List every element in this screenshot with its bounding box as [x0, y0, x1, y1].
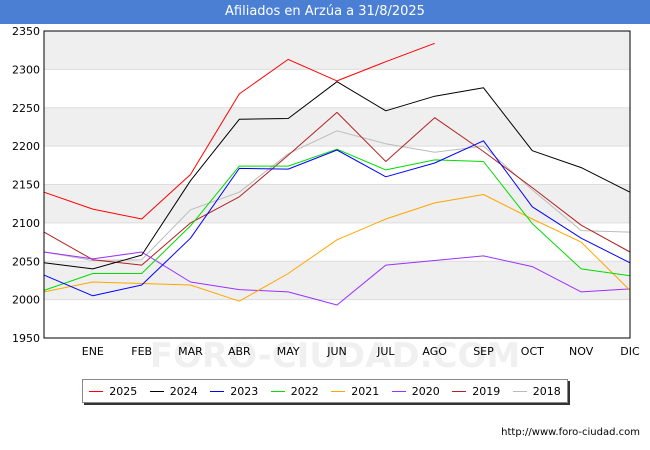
legend-swatch: [270, 390, 285, 392]
series-line-2019: [43, 111, 631, 266]
legend-swatch: [210, 390, 225, 392]
legend-swatch: [149, 390, 164, 392]
legend-item-2019: 2019: [452, 385, 500, 398]
watermark: FORO-CIUDAD.COM: [150, 336, 521, 374]
x-tick-label: DIC: [620, 345, 640, 358]
legend-label: 2018: [532, 384, 561, 398]
x-tick-label: JUL: [376, 345, 395, 358]
legend-swatch: [89, 390, 104, 392]
series-line-2024: [43, 81, 631, 270]
x-tick-label: FEB: [131, 345, 152, 358]
y-tick-label: 2300: [12, 63, 40, 76]
x-tick-label: NOV: [569, 345, 594, 358]
x-tick-label: JUN: [326, 345, 347, 358]
legend-item-2022: 2022: [270, 384, 319, 398]
y-tick-label: 2250: [12, 102, 40, 115]
legend-item-2023: 2023: [210, 385, 258, 398]
series-line-2023: [43, 140, 631, 297]
x-tick-label: MAR: [178, 345, 203, 358]
series-line-2025: [43, 42, 435, 220]
legend-item-2025: 2025: [89, 385, 137, 398]
legend-label: 2022: [290, 384, 319, 398]
y-tick-label: 2200: [12, 140, 40, 153]
grid-band: [44, 261, 630, 300]
legend-label: 2019: [472, 384, 501, 398]
source-url[interactable]: http://www.foro-ciudad.com: [501, 427, 640, 438]
x-tick-label: MAY: [277, 345, 300, 358]
legend-swatch: [452, 390, 467, 392]
plot-border: [43, 30, 631, 339]
grid-band: [44, 107, 630, 147]
y-tick-label: 1950: [12, 332, 40, 345]
chart-title: Afiliados en Arzúa a 31/8/2025: [0, 0, 650, 24]
legend-label: 2021: [351, 384, 380, 398]
legend-item-2021: 2021: [331, 385, 379, 398]
y-tick-label: 2150: [12, 179, 40, 192]
series-line-2018: [43, 130, 631, 261]
y-tick-label: 2350: [12, 25, 40, 38]
grid-band: [44, 184, 630, 223]
series-line-2020: [43, 251, 631, 306]
series-line-2022: [43, 148, 631, 291]
x-tick-label: ABR: [228, 345, 251, 358]
x-tick-label: SEP: [473, 345, 494, 358]
series-line-2021: [43, 194, 631, 302]
legend-swatch: [512, 390, 527, 392]
legend-item-2018: 2018: [512, 384, 561, 398]
x-tick-label: ENE: [82, 345, 104, 358]
legend-label: 2024: [169, 384, 198, 398]
legend-swatch: [331, 390, 346, 392]
x-tick-label: AGO: [422, 345, 447, 358]
legend-item-2020: 2020: [391, 384, 440, 398]
legend-swatch: [391, 390, 406, 392]
y-tick-label: 2050: [12, 255, 40, 268]
grid-band: [44, 31, 630, 70]
legend-label: 2020: [411, 384, 440, 398]
y-tick-label: 2100: [12, 217, 40, 230]
y-tick-label: 2000: [12, 294, 40, 307]
legend-label: 2025: [109, 384, 138, 398]
legend-label: 2023: [230, 384, 259, 398]
line-chart: FORO-CIUDAD.COM 1950 2000 2050 2100 2150 2200…: [12, 25, 640, 374]
legend: 2025 2024 2023 2022 2021 2020 2019 2018: [82, 379, 568, 403]
legend-item-2024: 2024: [149, 384, 198, 398]
x-tick-label: OCT: [521, 345, 544, 358]
